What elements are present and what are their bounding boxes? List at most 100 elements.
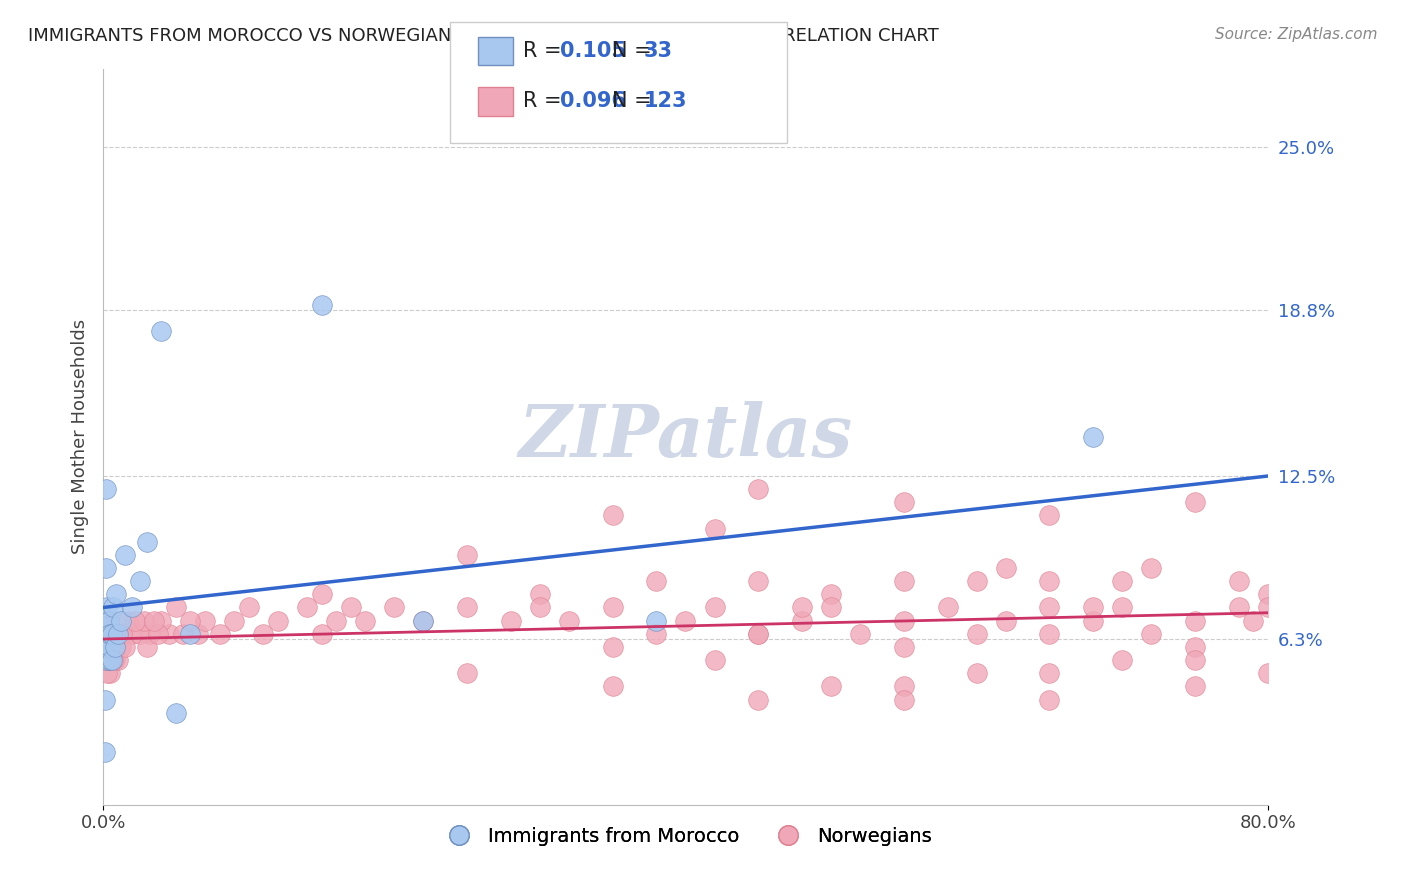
Point	[94, 640, 117, 654]
Point	[97, 640, 120, 654]
Point	[96, 627, 118, 641]
Point	[96, 653, 118, 667]
Point	[558, 614, 581, 628]
Point	[499, 614, 522, 628]
Point	[747, 627, 769, 641]
Point	[100, 640, 122, 654]
Point	[150, 325, 173, 339]
Point	[456, 666, 478, 681]
Point	[97, 640, 120, 654]
Text: R =: R =	[523, 91, 568, 111]
Point	[128, 574, 150, 589]
Point	[703, 522, 725, 536]
Point	[105, 640, 128, 654]
Point	[157, 627, 180, 641]
Point	[94, 561, 117, 575]
Point	[936, 600, 959, 615]
Point	[179, 614, 201, 628]
Point	[1184, 495, 1206, 509]
Point	[311, 298, 333, 312]
Point	[994, 561, 1017, 575]
Point	[602, 640, 624, 654]
Point	[790, 600, 813, 615]
Point	[138, 627, 160, 641]
Point	[187, 627, 209, 641]
Point	[224, 614, 246, 628]
Point	[1038, 574, 1060, 589]
Point	[1111, 653, 1133, 667]
Point	[114, 640, 136, 654]
Point	[97, 627, 120, 641]
Point	[121, 600, 143, 615]
Point	[645, 614, 668, 628]
Point	[339, 600, 361, 615]
Point	[104, 653, 127, 667]
Point	[96, 640, 118, 654]
Point	[893, 640, 915, 654]
Point	[529, 600, 551, 615]
Point	[747, 482, 769, 496]
Text: 0.105: 0.105	[560, 41, 626, 61]
Point	[1081, 614, 1104, 628]
Text: 123: 123	[644, 91, 688, 111]
Point	[208, 627, 231, 641]
Point	[107, 627, 129, 641]
Point	[103, 653, 125, 667]
Point	[93, 745, 115, 759]
Point	[100, 653, 122, 667]
Point	[1038, 600, 1060, 615]
Point	[295, 600, 318, 615]
Point	[456, 600, 478, 615]
Point	[1257, 666, 1279, 681]
Point	[100, 627, 122, 641]
Point	[128, 627, 150, 641]
Point	[94, 640, 117, 654]
Point	[602, 679, 624, 693]
Point	[148, 627, 170, 641]
Point	[529, 587, 551, 601]
Point	[1140, 561, 1163, 575]
Point	[267, 614, 290, 628]
Text: N =: N =	[612, 41, 658, 61]
Point	[107, 627, 129, 641]
Point	[747, 574, 769, 589]
Legend: Immigrants from Morocco, Norwegians: Immigrants from Morocco, Norwegians	[432, 819, 939, 854]
Point	[747, 692, 769, 706]
Point	[93, 640, 115, 654]
Point	[893, 692, 915, 706]
Point	[103, 600, 125, 615]
Point	[893, 614, 915, 628]
Point	[456, 548, 478, 562]
Point	[124, 614, 146, 628]
Text: R =: R =	[523, 41, 568, 61]
Point	[96, 614, 118, 628]
Point	[1081, 429, 1104, 443]
Point	[1038, 692, 1060, 706]
Point	[1038, 627, 1060, 641]
Point	[1184, 653, 1206, 667]
Point	[1038, 666, 1060, 681]
Point	[105, 587, 128, 601]
Point	[165, 706, 187, 720]
Point	[1257, 600, 1279, 615]
Point	[849, 627, 872, 641]
Point	[966, 574, 988, 589]
Point	[96, 666, 118, 681]
Point	[101, 627, 124, 641]
Point	[110, 614, 132, 628]
Point	[94, 482, 117, 496]
Point	[311, 587, 333, 601]
Point	[1241, 614, 1264, 628]
Point	[382, 600, 405, 615]
Text: Source: ZipAtlas.com: Source: ZipAtlas.com	[1215, 27, 1378, 42]
Point	[132, 614, 155, 628]
Point	[94, 653, 117, 667]
Point	[101, 653, 124, 667]
Point	[790, 614, 813, 628]
Y-axis label: Single Mother Households: Single Mother Households	[72, 319, 89, 554]
Point	[97, 653, 120, 667]
Point	[354, 614, 377, 628]
Point	[820, 600, 842, 615]
Point	[104, 627, 127, 641]
Point	[111, 627, 134, 641]
